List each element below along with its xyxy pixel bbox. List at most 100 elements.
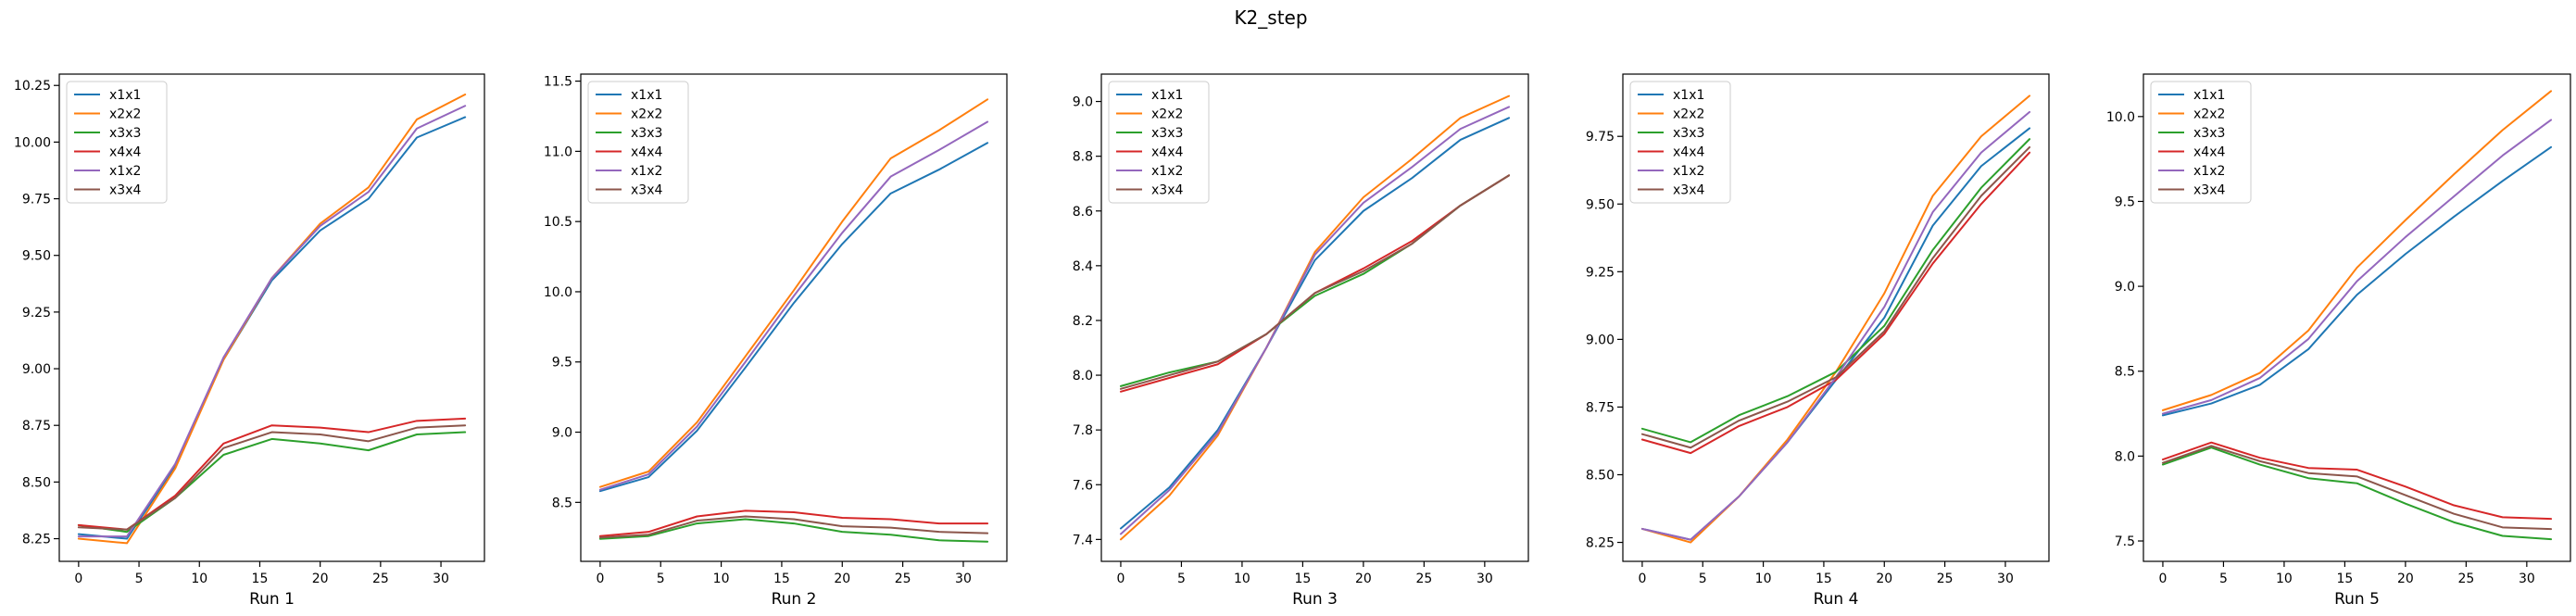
y-tick-label: 9.75 [1586,130,1615,145]
legend-label-x2x2: x2x2 [2193,107,2225,122]
legend: x1x1 x2x2 x3x3 x4x4 x1x2 x3x4 [2150,81,2252,204]
axes-frame [1100,73,1529,562]
x-tick-label: 20 [834,572,850,586]
y-tick-label: 9.5 [2115,195,2135,209]
x-tick-label: 15 [773,572,790,586]
x-tick-label: 15 [2336,572,2353,586]
series-line-x4x4 [598,509,989,537]
x-tick-label: 5 [1699,572,1707,586]
y-tick-label: 10.00 [14,135,51,150]
x-tick-label: 20 [1876,572,1892,586]
series-line-x2x2 [2161,90,2553,411]
x-tick-label: 25 [1415,572,1432,586]
legend-label-x3x3: x3x3 [1673,126,1704,141]
x-tick-label: 20 [2397,572,2414,586]
series-line-x2x2 [1119,94,1511,541]
y-tick-label: 8.75 [1586,400,1615,415]
series-line-x1x1 [1119,117,1511,530]
legend-label-x1x1: x1x1 [109,88,141,103]
x-tick-label: 10 [2276,572,2293,586]
legend-box [66,81,168,204]
legend-label-x4x4: x4x4 [1151,145,1183,160]
y-tick-label: 10.0 [2106,110,2135,125]
legend-label-x3x3: x3x3 [631,126,662,141]
x-tick-label: 20 [1355,572,1372,586]
x-tick-label: 30 [1997,572,2014,586]
series-line-x2x2 [598,98,989,488]
y-tick-label: 8.5 [2115,365,2135,380]
y-tick-label: 9.75 [22,193,51,207]
y-tick-label: 8.2 [1073,314,1093,329]
legend: x1x1 x2x2 x3x3 x4x4 x1x2 x3x4 [66,81,168,204]
series-line-x1x2 [77,105,467,538]
legend-box [587,81,689,204]
y-tick-label: 11.0 [544,145,572,159]
y-tick-label: 9.0 [1073,95,1093,110]
legend-label-x1x2: x1x2 [2193,164,2225,179]
x-tick-label: 30 [2519,572,2535,586]
y-tick-label: 8.50 [22,475,51,490]
y-tick-label: 9.00 [1586,333,1615,347]
legend: x1x1 x2x2 x3x3 x4x4 x1x2 x3x4 [1108,81,1210,204]
series-line-x1x2 [1119,106,1511,535]
subplot-5: 0 5 10 15 20 25 30 7.5 8.0 8.5 9.0 9.5 10.0 Run 5 x1x1… [2106,73,2571,609]
axes-frame [2142,73,2571,562]
y-tick-label: 8.4 [1073,259,1093,274]
x-tick-label: 25 [895,572,911,586]
x-tick-label: 25 [372,572,389,586]
series-line-x3x3 [1119,174,1511,387]
legend-box [1629,81,1731,204]
y-tick-label: 9.5 [552,356,572,371]
subplot-2: 0 5 10 15 20 25 30 8.5 9.0 9.5 10.0 10.5 11.0 11.5 Run… [544,73,1008,609]
y-tick-label: 8.0 [2115,449,2135,464]
series-line-x3x4 [1640,145,2031,449]
series-line-x1x1 [77,116,467,540]
y-tick-label: 8.75 [22,419,51,434]
axes-frame [58,73,485,562]
legend-label-x1x2: x1x2 [1151,164,1183,179]
legend-label-x1x1: x1x1 [2193,88,2225,103]
axes-frame [1622,73,2050,562]
series-line-x3x3 [1640,138,2031,444]
x-tick-label: 15 [1294,572,1311,586]
x-tick-label: 10 [713,572,730,586]
subplot-4: 0 5 10 15 20 25 30 8.25 8.50 8.75 9.00 9.25 9.50 9.75… [1586,73,2050,609]
legend-label-x4x4: x4x4 [2193,145,2225,160]
legend-label-x3x4: x3x4 [631,183,662,198]
y-tick-label: 9.50 [22,249,51,264]
legend-label-x1x1: x1x1 [1151,88,1183,103]
y-tick-label: 9.50 [1586,197,1615,212]
legend-label-x2x2: x2x2 [109,107,141,122]
x-tick-label: 0 [2158,572,2167,586]
subplot-3: 0 5 10 15 20 25 30 7.4 7.6 7.8 8.0 8.2 8.4 8.6 8.8 9.0 R… [1073,73,1529,609]
legend-label-x1x2: x1x2 [1673,164,1704,179]
series-line-x3x4 [77,424,467,531]
x-tick-label: 20 [312,572,329,586]
legend-label-x2x2: x2x2 [631,107,662,122]
x-tick-label: 15 [1816,572,1832,586]
x-tick-label: 0 [74,572,82,586]
y-tick-label: 10.5 [544,215,572,230]
series-line-x1x2 [598,120,989,491]
y-tick-label: 7.5 [2115,534,2135,549]
x-tick-label: 30 [1476,572,1493,586]
legend-label-x4x4: x4x4 [109,145,141,160]
series-line-x4x4 [1640,151,2031,455]
series-line-x3x3 [77,431,467,534]
x-tick-label: 0 [596,572,604,586]
y-tick-label: 8.5 [552,496,572,510]
series-line-x4x4 [77,417,467,531]
y-tick-label: 9.0 [2115,280,2135,295]
x-tick-label: 25 [2457,572,2474,586]
legend-label-x2x2: x2x2 [1151,107,1183,122]
y-tick-label: 10.25 [14,79,51,94]
y-tick-label: 8.8 [1073,150,1093,165]
x-tick-label: 5 [1177,572,1186,586]
series-line-x3x4 [2161,445,2553,531]
legend-label-x3x3: x3x3 [2193,126,2225,141]
legend-label-x3x3: x3x3 [109,126,141,141]
x-tick-label: 5 [2219,572,2228,586]
y-tick-label: 8.25 [1586,536,1615,551]
legend: x1x1 x2x2 x3x3 x4x4 x1x2 x3x4 [587,81,689,204]
x-tick-label: 5 [657,572,665,586]
